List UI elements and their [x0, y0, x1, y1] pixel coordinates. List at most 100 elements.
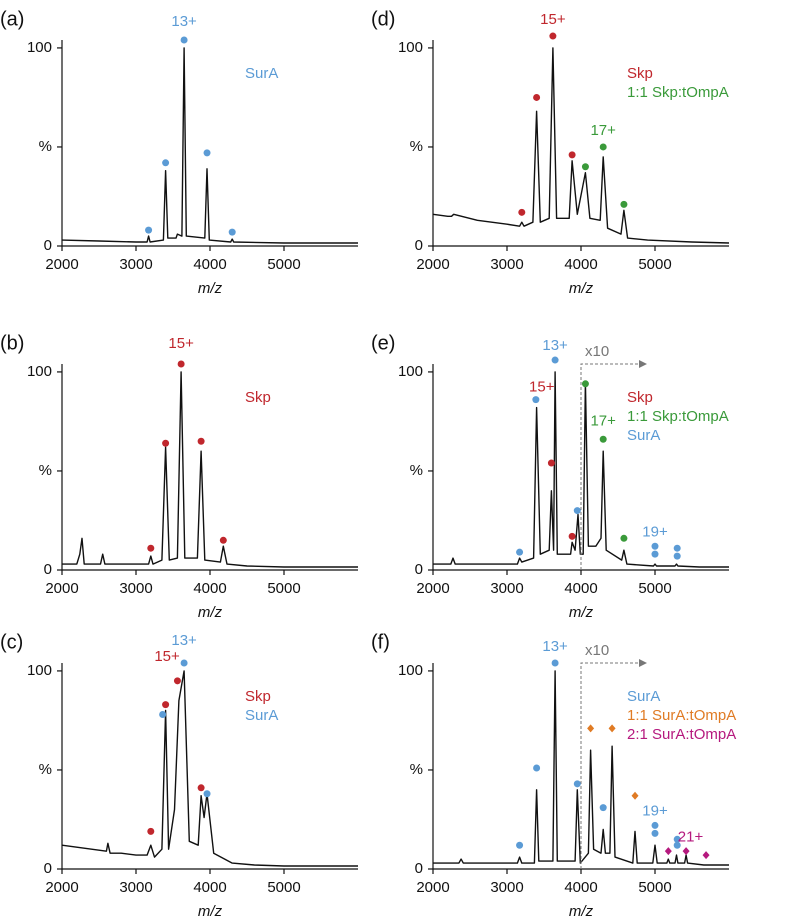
marker-dot	[673, 544, 681, 552]
legend-entry: Skp	[627, 389, 653, 406]
marker-dot	[228, 228, 236, 236]
marker-dot	[599, 143, 607, 151]
legend-entry: 1:1 Skp:tOmpA	[627, 408, 729, 425]
marker-dot	[673, 835, 681, 843]
marker-dot	[581, 163, 589, 171]
x-tick-label: 4000	[564, 879, 597, 896]
spectrum-line	[432, 47, 730, 244]
marker-dot	[620, 534, 628, 542]
charge-label: 15+	[529, 379, 555, 396]
x-axis-label: m/z	[198, 604, 223, 621]
marker-dot	[673, 841, 681, 849]
panel-label: (d)	[371, 8, 395, 30]
y-tick-label: %	[410, 462, 423, 479]
marker-dot	[651, 550, 659, 558]
marker-dot	[159, 711, 167, 718]
legend-entry: SurA	[627, 688, 660, 705]
x-tick-label: 3000	[490, 879, 523, 896]
marker-dot	[573, 780, 581, 788]
marker-dot	[147, 544, 155, 552]
marker-dot	[620, 200, 628, 208]
marker-dot	[162, 159, 170, 167]
x-tick-label: 3000	[119, 256, 152, 273]
x-tick-label: 3000	[119, 879, 152, 896]
charge-label: 13+	[542, 337, 568, 354]
x-axis-label: m/z	[198, 903, 223, 920]
marker-diamond	[664, 847, 672, 856]
charge-label: 21+	[678, 828, 704, 845]
panel-label: (b)	[0, 332, 24, 354]
x-tick-label: 5000	[638, 879, 671, 896]
marker-dot	[533, 93, 541, 101]
marker-dot	[162, 701, 170, 709]
zoom-label: x10	[585, 642, 609, 659]
x-tick-label: 2000	[416, 580, 449, 597]
marker-dot	[197, 437, 205, 445]
charge-label: 19+	[642, 803, 668, 820]
legend-entry: 1:1 SurA:tOmpA	[627, 707, 736, 724]
spectrum-line	[62, 371, 358, 568]
y-tick-label: 0	[44, 561, 52, 578]
panel-label: (e)	[371, 332, 395, 354]
legend-entry: SurA	[627, 427, 660, 444]
marker-dot	[568, 532, 576, 540]
marker-dot	[518, 208, 526, 216]
marker-dot	[599, 804, 607, 812]
marker-dot	[197, 784, 205, 792]
y-tick-label: 0	[415, 237, 423, 254]
marker-dot	[177, 360, 185, 368]
charge-label: 13+	[542, 638, 568, 655]
marker-dot	[173, 677, 181, 685]
legend-entry: 2:1 SurA:tOmpA	[627, 726, 736, 743]
spectrum-line	[61, 47, 358, 244]
marker-dot	[516, 841, 524, 849]
marker-diamond	[682, 847, 690, 856]
axis-line	[432, 40, 729, 247]
legend-entry: Skp	[245, 389, 271, 406]
x-tick-label: 2000	[45, 256, 78, 273]
x-tick-label: 3000	[490, 580, 523, 597]
y-tick-label: 100	[398, 39, 423, 56]
marker-dot	[547, 459, 555, 467]
x-tick-label: 2000	[416, 879, 449, 896]
marker-dot	[551, 356, 559, 364]
x-tick-label: 5000	[267, 879, 300, 896]
legend-entry: Skp	[627, 65, 653, 82]
y-tick-label: 0	[44, 860, 52, 877]
x-tick-label: 3000	[490, 256, 523, 273]
x-axis-label: m/z	[569, 604, 594, 621]
marker-dot	[180, 659, 188, 667]
zoom-arrowhead	[639, 360, 647, 368]
x-tick-label: 5000	[638, 580, 671, 597]
x-axis-label: m/z	[198, 280, 223, 297]
axis-line	[61, 40, 358, 247]
marker-diamond	[587, 724, 595, 733]
x-axis-label: m/z	[569, 280, 594, 297]
marker-dot	[599, 435, 607, 443]
x-tick-label: 5000	[267, 256, 300, 273]
marker-dot	[573, 507, 581, 515]
marker-dot	[180, 36, 188, 44]
marker-dot	[551, 659, 559, 667]
marker-dot	[162, 439, 170, 447]
marker-dot	[203, 149, 211, 157]
legend-entry: Skp	[245, 688, 271, 705]
x-tick-label: 2000	[45, 580, 78, 597]
marker-dot	[533, 764, 541, 772]
legend-entry: SurA	[245, 707, 278, 724]
spectrum-line	[433, 670, 729, 866]
spectrum-line	[61, 670, 358, 867]
marker-dot	[549, 32, 557, 40]
charge-label: 17+	[590, 412, 616, 429]
legend-entry: 1:1 Skp:tOmpA	[627, 84, 729, 101]
y-tick-label: 0	[44, 237, 52, 254]
charge-label: 15+	[168, 335, 194, 352]
x-tick-label: 4000	[193, 879, 226, 896]
marker-diamond	[631, 791, 639, 800]
zoom-arrowhead	[639, 659, 647, 667]
marker-dot	[145, 226, 153, 234]
panel-label: (a)	[0, 8, 24, 30]
charge-label: 17+	[590, 122, 616, 139]
axis-line	[61, 663, 358, 870]
